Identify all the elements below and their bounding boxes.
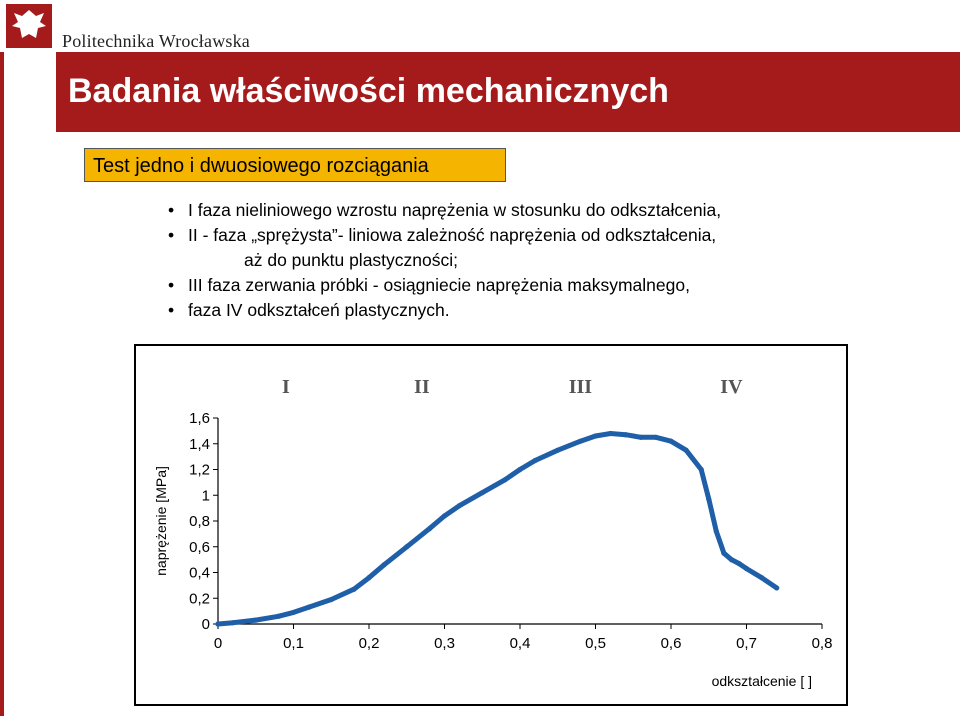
y-tick-label: 0,8 <box>189 513 210 530</box>
data-point <box>532 457 538 464</box>
data-point <box>306 604 312 610</box>
data-point <box>328 596 334 603</box>
bullet-dot-icon: • <box>168 300 175 320</box>
x-tick-label: 0 <box>214 635 222 652</box>
bullet-text: I faza nieliniowego wzrostu naprężenia w… <box>188 200 722 220</box>
y-tick-label: 0,4 <box>189 565 210 582</box>
bullet-item: • I faza nieliniowego wzrostu naprężenia … <box>168 198 721 223</box>
bullet-item: • II - faza „sprężysta”- liniowa zależnoś… <box>168 223 721 248</box>
data-point <box>426 526 432 532</box>
data-point <box>517 466 523 473</box>
data-point <box>728 557 735 563</box>
bullet-text: II - faza „sprężysta”- liniowa zależność… <box>188 225 717 245</box>
data-point <box>366 575 372 581</box>
data-point <box>774 585 780 591</box>
bullet-continuation: aż do punktu plastyczności; <box>168 248 721 273</box>
data-point <box>721 550 727 556</box>
data-point <box>290 609 297 616</box>
data-point <box>275 613 281 619</box>
data-point <box>577 438 583 444</box>
data-point <box>253 617 259 623</box>
header-bar: Politechnika Wrocławska <box>0 0 960 52</box>
logo-text: Politechnika Wrocławska <box>62 31 250 51</box>
x-tick-label: 0,4 <box>510 635 531 652</box>
x-tick-label: 0,1 <box>283 635 304 652</box>
y-tick-label: 1,2 <box>189 462 210 479</box>
phase-label: IV <box>720 376 743 398</box>
left-accent-stripe <box>0 52 4 716</box>
slide-subtitle: Test jedno i dwuosiowego rozciągania <box>93 155 429 177</box>
data-point <box>736 560 742 567</box>
data-point <box>713 528 719 534</box>
bullet-item: • III faza zerwania próbki - osiągniecie … <box>168 273 721 298</box>
subtitle-box: Test jedno i dwuosiowego rozciągania <box>84 148 506 182</box>
data-point <box>230 620 236 626</box>
data-point <box>592 433 599 439</box>
data-point <box>441 513 448 519</box>
bullet-dot-icon: • <box>168 200 175 220</box>
y-tick-label: 1,6 <box>189 410 210 427</box>
data-series-line <box>215 431 780 627</box>
y-tick-label: 0 <box>202 616 210 633</box>
slide-title: Badania właściwości mechanicznych <box>68 72 669 110</box>
bullet-text: III faza zerwania próbki - osiągniecie n… <box>188 275 690 295</box>
data-point <box>623 432 629 438</box>
bullet-dot-icon: • <box>168 275 175 295</box>
data-point <box>706 496 712 502</box>
bullet-text: faza IV odkształceń plastycznych. <box>188 300 450 320</box>
phase-label: III <box>569 376 593 398</box>
phase-label: II <box>414 376 430 398</box>
phase-label: I <box>282 376 290 398</box>
data-point <box>381 562 387 568</box>
chart-frame: 0 0,1 0,2 0,3 0,4 0,5 0,6 0,7 0,8 0 0,2 0,4 0,6 0,8 1 1… <box>134 344 848 706</box>
x-tick-label: 0,8 <box>812 635 833 652</box>
data-point <box>743 566 750 572</box>
x-tick-label: 0,6 <box>661 635 682 652</box>
x-tick-label: 0,2 <box>359 635 380 652</box>
bullet-text: aż do punktu plastyczności; <box>244 250 459 270</box>
data-point <box>698 466 704 473</box>
data-point <box>502 477 508 483</box>
bullet-list: • I faza nieliniowego wzrostu naprężenia … <box>168 198 721 323</box>
x-tick-label: 0,3 <box>434 635 455 652</box>
data-point <box>457 502 463 509</box>
data-point <box>683 447 689 453</box>
data-point <box>479 490 485 496</box>
data-point <box>351 586 357 592</box>
stress-strain-chart: 0 0,1 0,2 0,3 0,4 0,5 0,6 0,7 0,8 0 0,2 0,4 0,6 0,8 1 1… <box>153 376 833 689</box>
bullet-dot-icon: • <box>168 225 175 245</box>
title-band: Badania właściwości mechanicznych <box>56 52 960 132</box>
data-point <box>215 621 221 627</box>
data-point <box>555 447 561 453</box>
x-axis-label: odkształcenie [ ] <box>712 673 812 689</box>
y-tick-label: 1,4 <box>189 436 210 453</box>
y-tick-label: 0,2 <box>189 590 210 607</box>
data-point <box>759 575 765 581</box>
data-point <box>668 438 674 444</box>
y-axis-label: naprężenie [MPa] <box>153 466 169 576</box>
data-point <box>404 544 410 550</box>
y-tick-label: 1 <box>202 487 210 504</box>
data-point <box>608 430 614 437</box>
bullet-item: • faza IV odkształceń plastycznych. <box>168 298 721 323</box>
data-point <box>653 434 659 440</box>
x-tick-label: 0,5 <box>585 635 606 652</box>
eagle-crest-icon <box>6 4 52 48</box>
y-tick-label: 0,6 <box>189 539 210 556</box>
data-point <box>638 434 644 440</box>
x-tick-label: 0,7 <box>736 635 757 652</box>
